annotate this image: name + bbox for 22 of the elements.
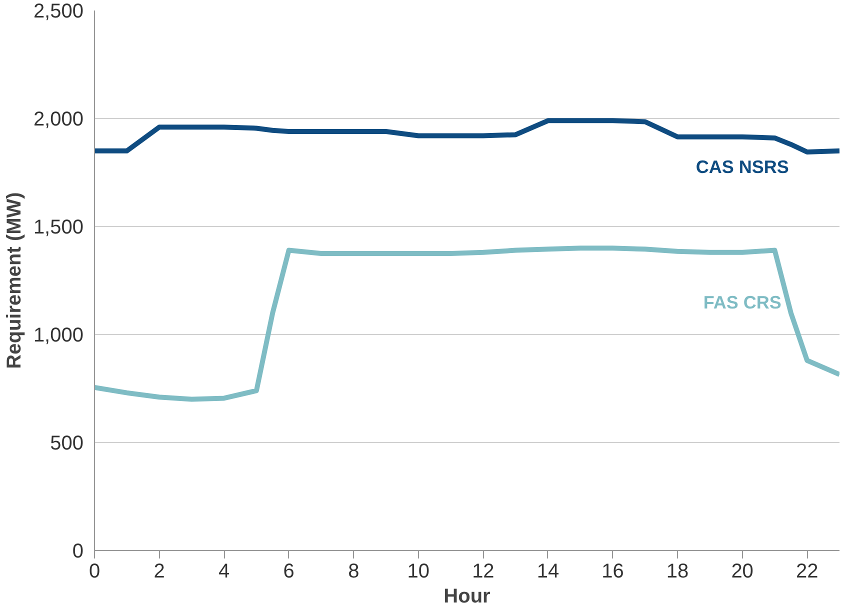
x-tick-label: 6: [283, 560, 294, 582]
x-tick-label: 22: [796, 560, 818, 582]
x-tick-label: 16: [602, 560, 624, 582]
x-tick-label: 0: [88, 560, 100, 582]
y-tick-label: 500: [50, 432, 84, 454]
y-tick-label: 1,500: [33, 216, 84, 238]
x-tick-label: 2: [154, 560, 165, 582]
x-tick-label: 10: [407, 560, 430, 582]
y-tick-label: 0: [72, 540, 84, 562]
x-tick-label: 20: [731, 560, 754, 582]
x-tick-label: 8: [348, 560, 360, 582]
y-tick-label: 2,500: [33, 0, 84, 22]
x-tick-label: 4: [218, 560, 230, 582]
x-axis-title: Hour: [444, 586, 491, 608]
series-label: CAS NSRS: [696, 156, 789, 177]
y-tick-label: 1,000: [33, 324, 84, 346]
x-tick-label: 12: [472, 560, 494, 582]
y-tick-label: 2,000: [33, 108, 84, 130]
x-tick-label: 18: [666, 560, 689, 582]
x-tick-label: 14: [536, 560, 560, 582]
series-label: FAS CRS: [703, 292, 782, 312]
y-axis-title: Requirement (MW): [3, 192, 26, 369]
